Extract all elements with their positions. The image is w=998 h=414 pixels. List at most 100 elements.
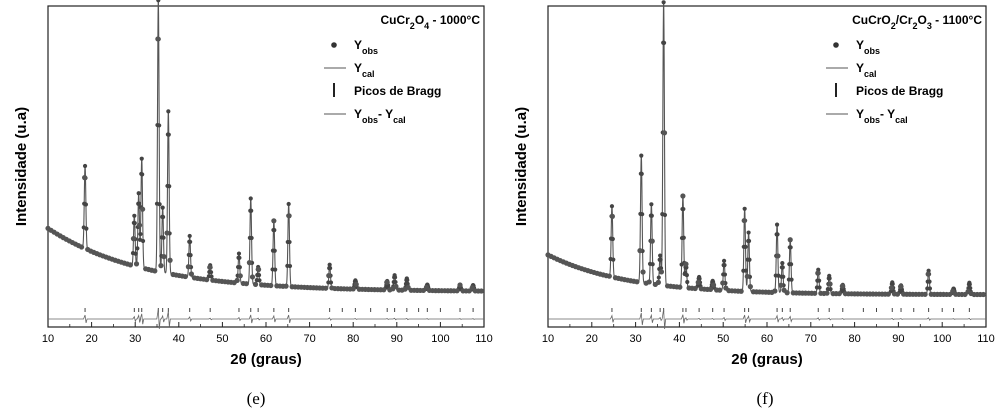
yobs-point [83,202,89,207]
x-tick-label: 110 [977,333,995,345]
yobs-point [815,270,821,276]
yobs-point [640,269,646,275]
yobs-point [252,281,259,287]
yobs-point [268,282,274,289]
x-tick-label: 90 [391,333,403,345]
legend-entry-label: Picos de Bragg [354,84,441,98]
yobs-point [662,212,668,218]
yobs-point [127,262,133,268]
yobs-point [234,277,240,284]
bragg-ticks [611,308,970,312]
difference-curve [48,308,484,330]
chart-title: CuCrO2/Cr2O3 - 1100°C [852,13,982,31]
yobs-point [812,290,818,296]
x-tick-label: 110 [475,333,493,345]
yobs-point [188,271,195,277]
yobs-point [160,205,165,210]
yobs-point [774,222,780,227]
yobs-point [130,236,137,242]
yobs-point [287,239,292,245]
x-tick-label: 20 [586,333,598,345]
yobs-point [746,230,751,235]
yobs-point [243,281,249,287]
yobs-point [885,291,891,297]
x-tick-label: 20 [85,333,97,345]
yobs-point [677,284,683,290]
yobs-point [775,253,781,259]
yobs-point [204,277,210,283]
yobs-point [747,284,753,290]
x-tick-label: 60 [761,333,773,345]
legend-entry-label: Yobs [354,38,378,56]
x-tick-label: 70 [805,333,817,345]
yobs-point [350,286,356,292]
yobs-points [545,0,986,298]
yobs-point [661,130,668,136]
yobs-point [188,253,193,258]
x-tick-label: 100 [431,333,449,345]
yobs-point [157,202,162,207]
yobs-point [637,248,643,254]
yobs-point [722,263,727,268]
yobs-point [208,270,214,275]
yobs-point [287,263,293,269]
yobs-point [167,184,172,189]
yobs-point [683,261,689,267]
x-tick-label: 40 [673,333,685,345]
yobs-point [775,232,780,237]
yobs-point [237,273,243,279]
yobs-point [286,201,291,207]
yobs-point [721,258,727,264]
yobs-point [894,291,901,297]
yobs-point [283,283,289,289]
yobs-point [353,281,359,287]
legend-entry-label: Ycal [856,61,877,79]
legend-entry-label: Picos de Bragg [856,84,943,98]
yobs-point [836,291,842,297]
yobs-point [161,214,166,220]
yobs-point [747,257,752,262]
yobs-point [138,231,143,237]
chart-panel-f: 10 20 30 40 50 60 70 80 90 100 110 2θ (graus) Intens… [513,0,995,408]
yobs-point [610,236,615,242]
yobs-point [84,226,89,231]
legend-marker-dot [833,42,839,48]
legend-entry-label: Yobs- Ycal [354,107,406,125]
yobs-point [161,254,167,260]
yobs-point [658,269,665,275]
yobs-point [788,262,794,267]
yobs-point [137,201,142,206]
yobs-point [140,206,146,212]
yobs-point [384,279,390,285]
yobs-point [658,257,663,262]
legend: Yobs Ycal Picos de Bragg Yobs- Ycal [324,38,441,125]
yobs-point [236,251,242,256]
x-tick-label: 70 [303,333,315,345]
yobs-point [328,280,334,285]
yobs-point [967,282,972,287]
yobs-point [457,282,463,288]
yobs-point [139,156,144,161]
yobs-point [649,202,654,207]
panel-caption: (f) [757,389,774,408]
yobs-point [164,230,170,236]
yobs-point [925,271,931,277]
yobs-point [272,228,277,233]
yobs-point [478,288,484,294]
yobs-point [890,281,895,287]
yobs-point [248,196,253,201]
yobs-point [246,260,253,266]
yobs-point [738,288,744,294]
yobs-point [897,284,904,290]
difference-curve [548,308,986,330]
yobs-point [817,285,822,290]
yobs-point [454,288,460,294]
yobs-point [695,279,701,285]
yobs-point [272,248,277,253]
yobs-point [237,265,242,270]
yobs-point [634,279,640,285]
yobs-point [166,109,171,114]
chart-panel-e: 10 20 30 40 50 60 70 80 90 100 110 2θ (graus) Intens… [13,0,493,408]
yobs-point [710,282,717,288]
yobs-point [256,273,262,278]
